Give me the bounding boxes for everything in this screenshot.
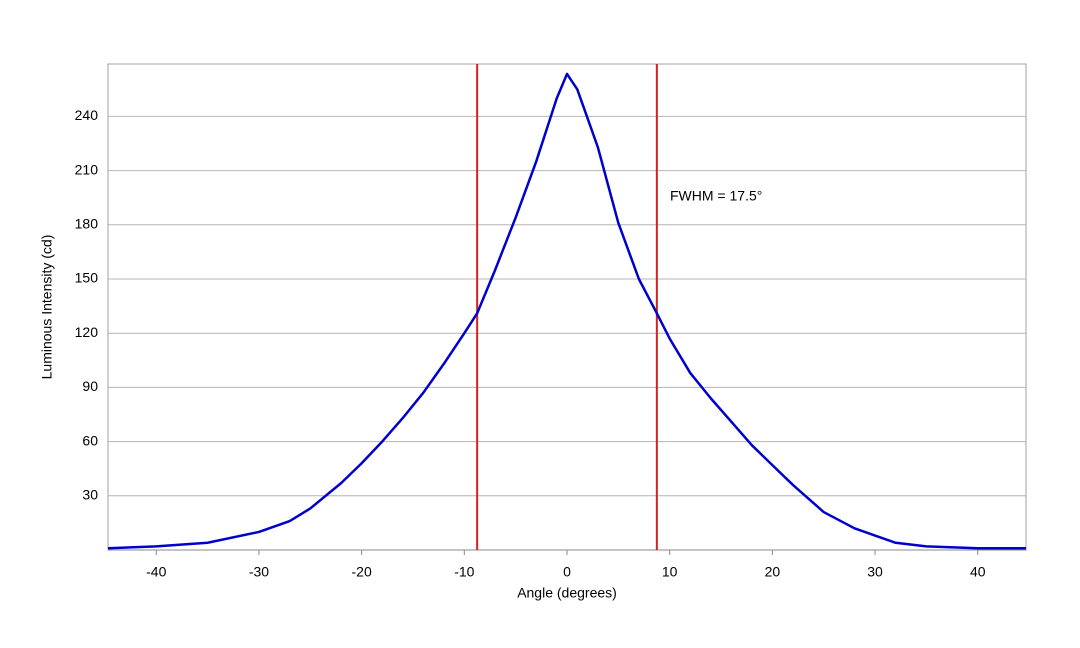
y-tick-label: 210 xyxy=(75,161,99,177)
x-tick-label: -20 xyxy=(352,564,372,580)
annotation: FWHM = 17.5° xyxy=(670,188,762,204)
x-axis-label: Angle (degrees) xyxy=(517,585,617,601)
y-tick-label: 150 xyxy=(75,270,99,286)
x-tick-label: -10 xyxy=(454,564,474,580)
x-tick-label: 40 xyxy=(970,564,986,580)
x-tick-label: 10 xyxy=(662,564,678,580)
y-tick-label: 240 xyxy=(75,107,99,123)
plot-frame xyxy=(107,63,1027,551)
x-tick-label: -40 xyxy=(146,564,166,580)
x-tick-label: 30 xyxy=(867,564,883,580)
x-tick-label: 20 xyxy=(765,564,781,580)
y-tick-label: 30 xyxy=(82,487,98,503)
y-tick-label: 90 xyxy=(82,378,98,394)
x-tick-label: -30 xyxy=(249,564,269,580)
x-tick-label: 0 xyxy=(563,564,571,580)
y-tick-label: 60 xyxy=(82,432,98,448)
intensity-curve xyxy=(107,72,1026,550)
y-axis-label: Luminous Intensity (cd) xyxy=(39,235,55,380)
y-tick-label: 120 xyxy=(75,324,99,340)
y-tick-label: 180 xyxy=(75,215,99,231)
